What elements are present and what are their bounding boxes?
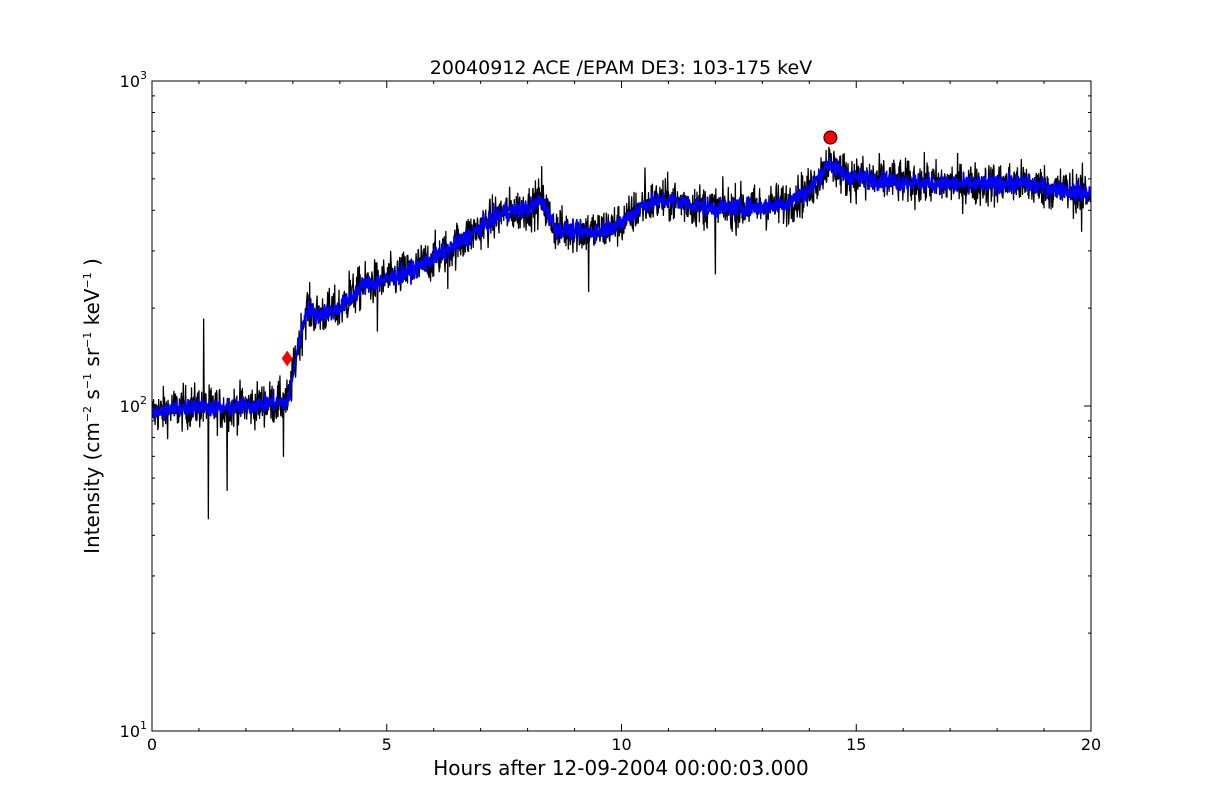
x-tick-label: 15 — [846, 735, 866, 754]
x-tick-label: 5 — [382, 735, 392, 754]
y-axis-label: Intensity (cm−2 s−1 sr−1 keV−1 ) — [80, 258, 104, 554]
x-tick-label: 10 — [611, 735, 631, 754]
y-tick-label: 101 — [120, 719, 147, 741]
tick-layer: 0 5 10 15 20 101 102 103 — [120, 69, 1102, 754]
x-axis-label: Hours after 12-09-2004 00:00:03.000 — [433, 756, 809, 780]
marker-layer — [281, 130, 838, 367]
series-layer — [152, 146, 1091, 520]
x-tick-label: 20 — [1081, 735, 1101, 754]
peak-circle-marker — [823, 130, 838, 145]
chart-title: 20040912 ACE /EPAM DE3: 103-175 keV — [430, 57, 812, 79]
smoothed-series-line — [152, 156, 1091, 422]
onset-diamond-marker — [281, 350, 293, 367]
x-tick-label: 0 — [147, 735, 157, 754]
y-tick-label: 103 — [120, 69, 147, 91]
y-tick-label: 102 — [120, 394, 147, 416]
